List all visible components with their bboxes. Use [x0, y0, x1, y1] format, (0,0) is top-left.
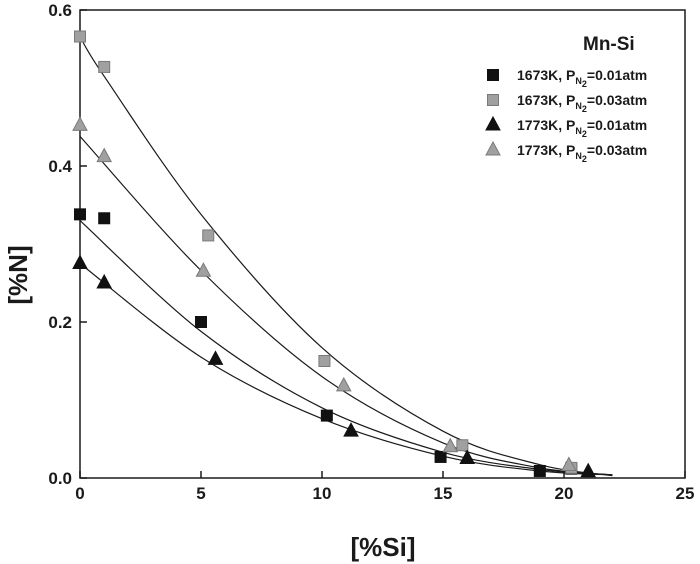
fit-curve — [79, 220, 613, 476]
data-point-square — [320, 409, 333, 422]
fit-curve — [79, 135, 613, 476]
legend-marker-triangle — [485, 115, 501, 131]
data-point-triangle — [96, 273, 113, 289]
x-tick-label: 25 — [676, 484, 695, 503]
data-point-triangle — [96, 147, 113, 163]
data-point-triangle — [561, 456, 577, 471]
data-point-square — [74, 30, 86, 43]
axis-ticks: 0 5 10 15 20 25 0.0 0.2 0.4 0.6 — [48, 1, 694, 503]
data-point-triangle — [335, 376, 352, 392]
data-point-square — [98, 212, 111, 225]
data-point-triangle — [343, 422, 359, 437]
data-point-square — [434, 450, 447, 463]
data-point-triangle — [580, 462, 597, 478]
x-tick-label: 20 — [555, 484, 574, 503]
x-tick-label: 10 — [313, 484, 332, 503]
x-axis-title: [%Si] — [351, 532, 416, 562]
legend-label: 1773K, PN2=0.03atm — [517, 142, 647, 164]
data-point-square — [74, 208, 86, 221]
x-tick-label: 5 — [196, 484, 205, 503]
legend-marker-triangle — [485, 140, 501, 156]
legend: Mn-Si 1673K, PN2=0.01atm 1673K, PN2=0.03a… — [485, 34, 647, 164]
legend-label: 1673K, PN2=0.03atm — [517, 92, 647, 114]
data-point-square — [195, 316, 207, 328]
data-point-triangle — [459, 449, 476, 464]
axes — [79, 9, 686, 479]
data-point-triangle — [442, 437, 459, 453]
data-point-square — [98, 60, 111, 73]
legend-title: Mn-Si — [583, 34, 635, 55]
data-point-triangle — [72, 254, 88, 269]
data-point-triangle — [207, 350, 224, 365]
fit-curve — [79, 36, 613, 477]
legend-marker-square — [487, 69, 499, 81]
data-points — [72, 30, 597, 478]
legend-label: 1773K, PN2=0.01atm — [517, 117, 647, 139]
legend-label: 1673K, PN2=0.01atm — [517, 67, 647, 89]
fit-curve — [79, 263, 613, 476]
data-point-square — [318, 355, 331, 367]
x-tick-label: 0 — [75, 484, 84, 503]
y-tick-label: 0.0 — [48, 469, 72, 488]
y-tick-label: 0.4 — [48, 157, 72, 176]
y-tick-label: 0.2 — [48, 313, 72, 332]
data-point-square — [533, 464, 546, 477]
y-tick-label: 0.6 — [48, 1, 72, 20]
data-point-triangle — [72, 116, 88, 131]
data-point-square — [456, 439, 469, 452]
y-axis-title: [%N] — [3, 245, 33, 304]
legend-marker-square — [487, 94, 499, 106]
x-tick-label: 15 — [434, 484, 453, 503]
data-point-square — [202, 229, 215, 242]
plot-frame — [79, 9, 686, 479]
data-point-triangle — [195, 262, 212, 277]
